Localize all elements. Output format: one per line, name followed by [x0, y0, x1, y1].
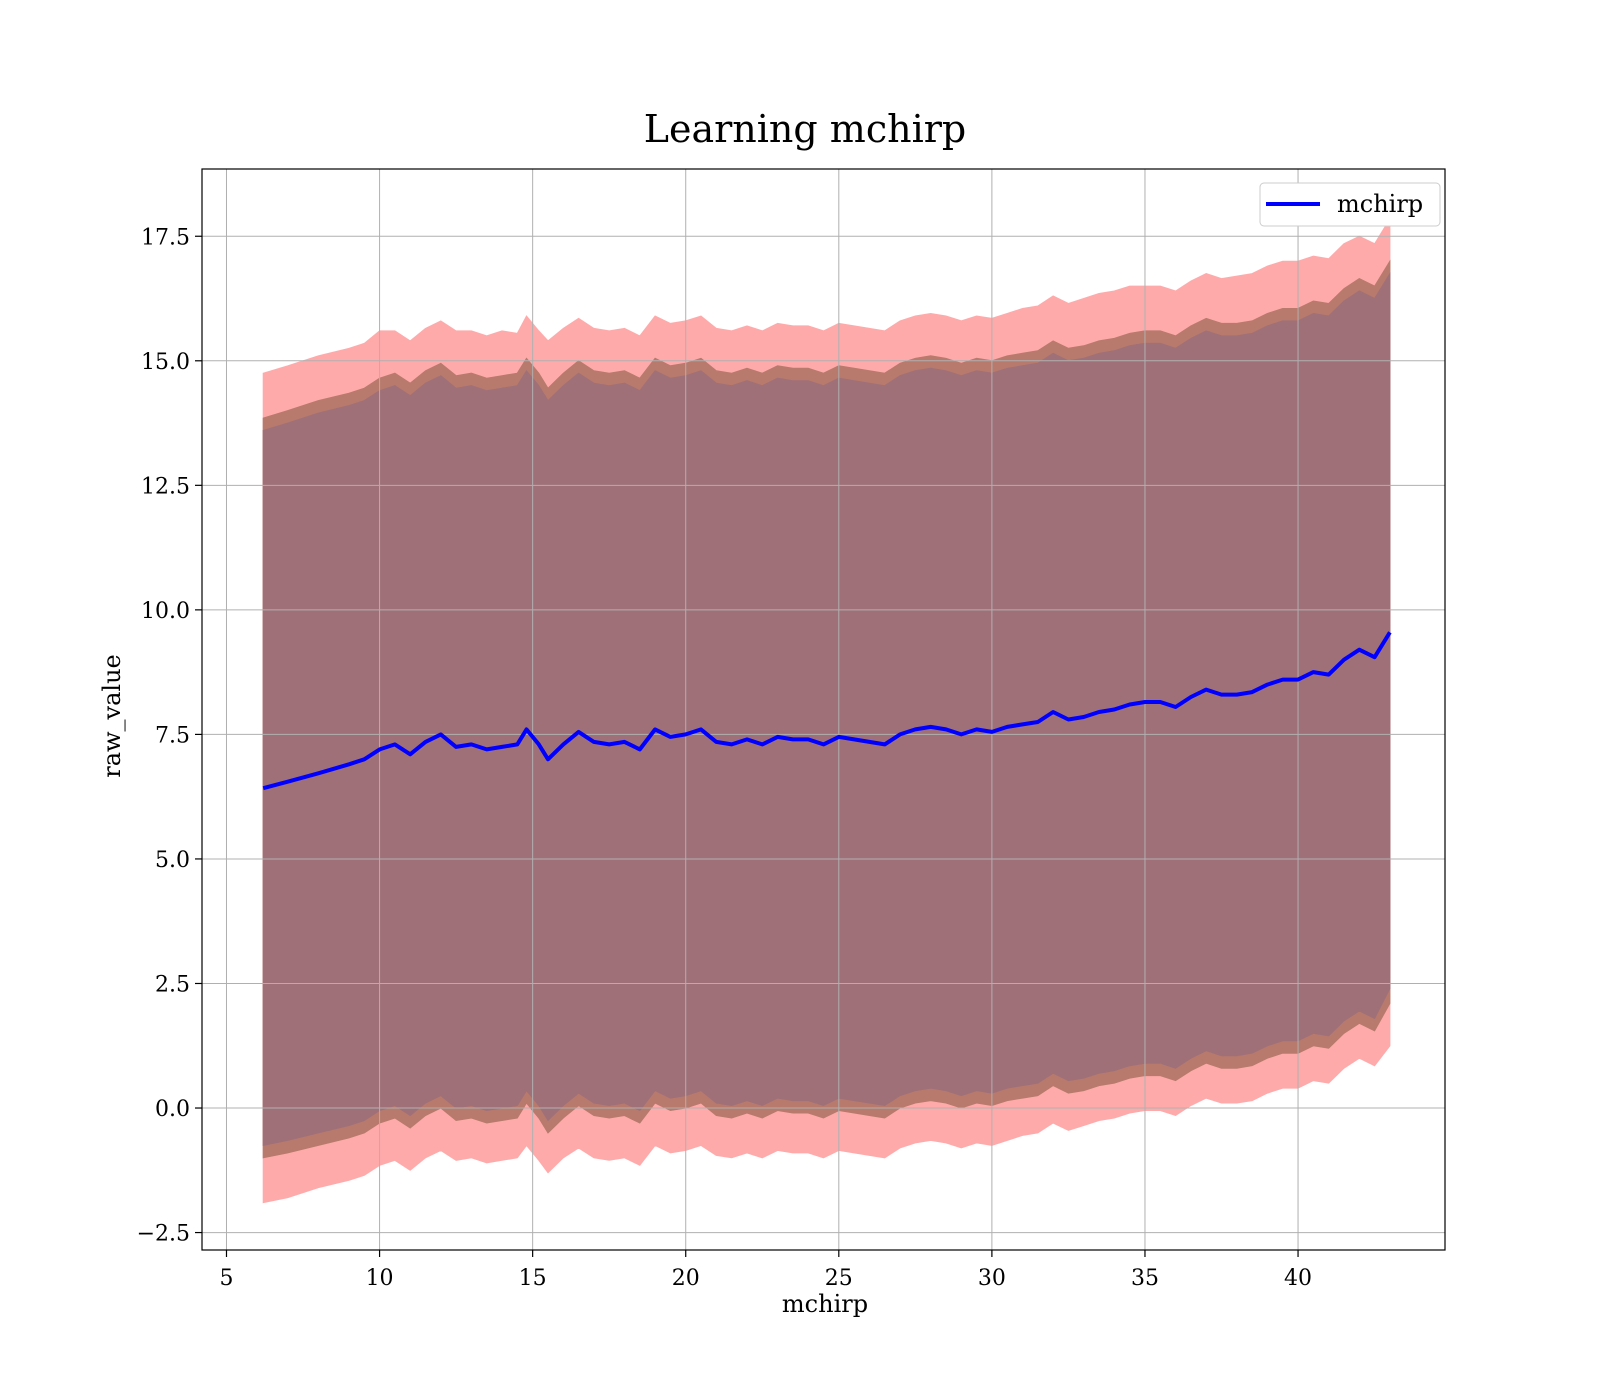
grid-layer [202, 169, 1445, 1250]
x-tick-label: 15 [519, 1266, 547, 1291]
x-tick-label: 20 [672, 1266, 700, 1291]
y-tick-label: 15.0 [141, 350, 190, 375]
y-tick-label: 10.0 [141, 599, 190, 624]
plot-area [201, 168, 1446, 1251]
x-tick-label: 25 [825, 1266, 853, 1291]
y-axis-ticks: −2.5 0.0 2.5 5.0 7.5 10.0 12.5 15.0 17.5 [137, 225, 202, 1247]
chart-title: Learning mchirp [644, 107, 966, 151]
legend: mchirp [1259, 182, 1441, 227]
series-line-mchirp [262, 631, 1392, 791]
x-tick-label: 5 [219, 1266, 233, 1291]
y-tick-label: 17.5 [141, 225, 190, 250]
y-tick-label: 5.0 [155, 848, 190, 873]
y-tick-label: −2.5 [137, 1222, 190, 1247]
x-tick-label: 10 [366, 1266, 394, 1291]
x-tick-label: 40 [1284, 1266, 1312, 1291]
legend-box [1259, 182, 1441, 227]
plot-frame [201, 168, 1446, 1251]
x-axis-ticks: 5 10 15 20 25 30 35 40 [219, 1250, 1312, 1291]
band-3 [262, 271, 1391, 1147]
y-tick-label: 12.5 [141, 474, 190, 499]
y-tick-label: 2.5 [155, 972, 190, 997]
y-tick-label: 0.0 [155, 1097, 190, 1122]
legend-label-mchirp: mchirp [1337, 190, 1423, 218]
x-axis-label: mchirp [782, 1290, 868, 1318]
y-axis-label: raw_value [98, 654, 126, 778]
y-tick-label: 7.5 [155, 723, 190, 748]
x-tick-label: 30 [978, 1266, 1006, 1291]
x-tick-label: 35 [1131, 1266, 1159, 1291]
series-layer [262, 631, 1392, 791]
bands-layer [262, 217, 1391, 1204]
